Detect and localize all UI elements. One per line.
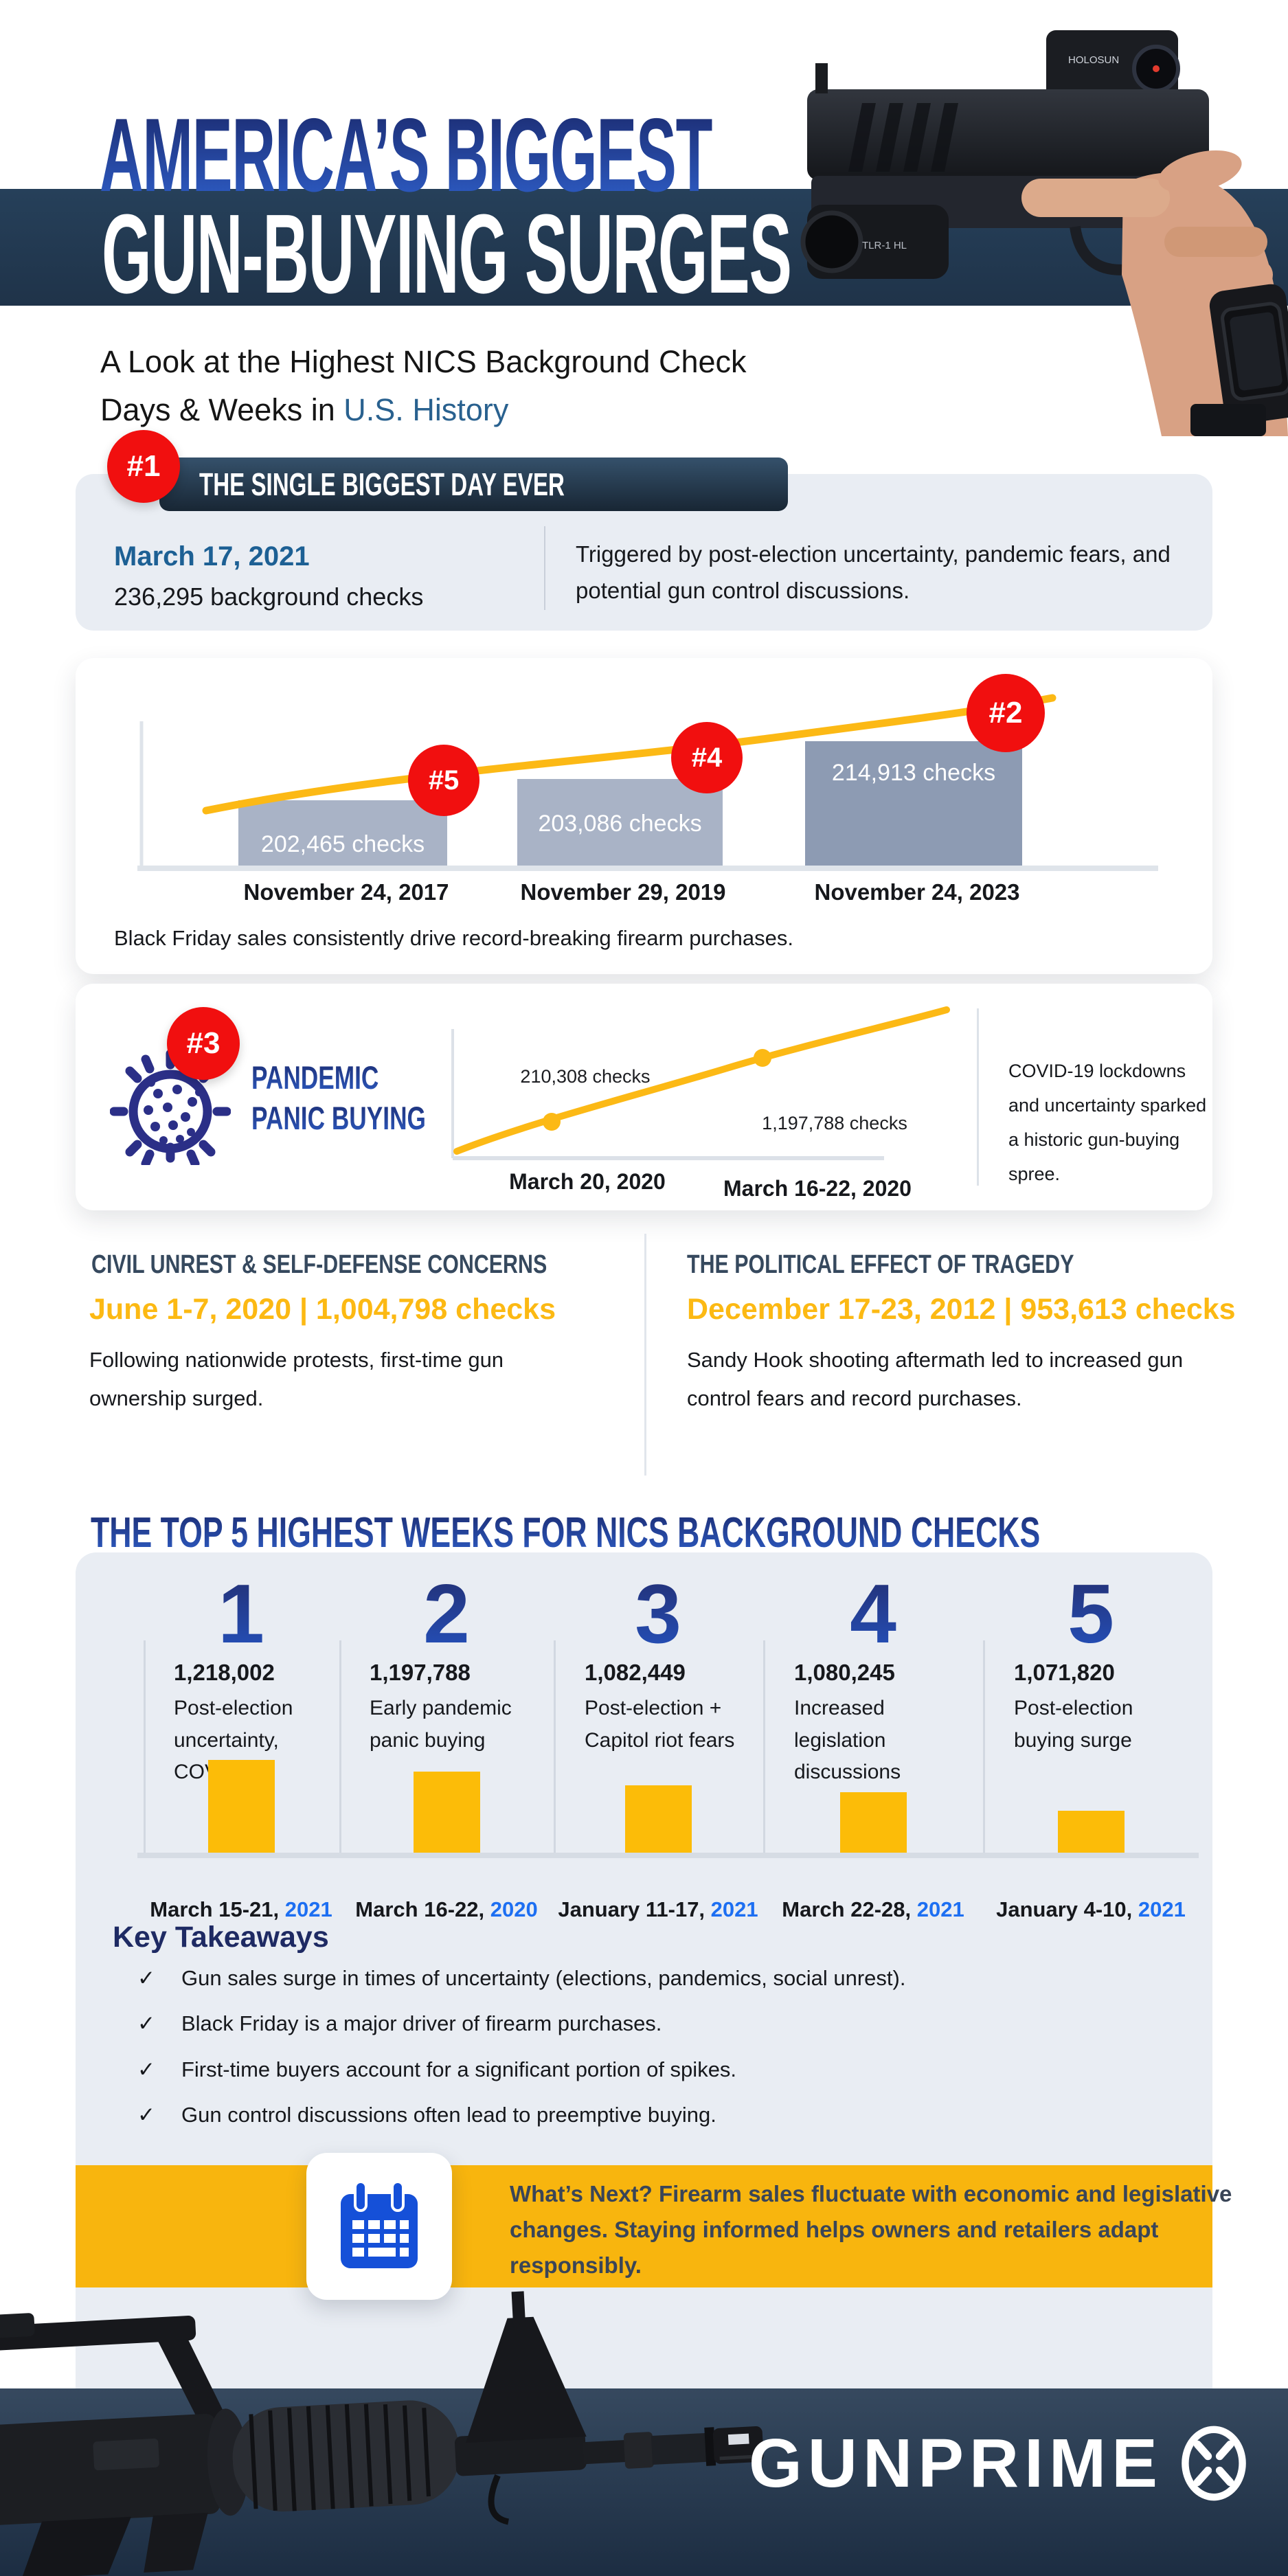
bf-bar-2023: 214,913 checks bbox=[805, 741, 1022, 868]
svg-text:TLR-1 HL: TLR-1 HL bbox=[862, 240, 907, 251]
events-divider bbox=[644, 1234, 646, 1476]
top5-bar-5 bbox=[1058, 1811, 1125, 1855]
top5-divider bbox=[144, 1640, 146, 1855]
bf-bar-2019: 203,086 checks bbox=[517, 779, 723, 868]
top5-baseline bbox=[137, 1853, 1199, 1858]
takeaway-item: ✓ Gun sales surge in times of uncertainty… bbox=[137, 1966, 906, 1990]
top5-date-3: January 11-17, 2021 bbox=[558, 1897, 758, 1921]
rank-badge-5: #5 bbox=[408, 745, 479, 816]
rank-badge-2: #2 bbox=[967, 674, 1045, 752]
pandemic-line-chart bbox=[451, 1006, 950, 1160]
brand-logo: GUNPRIME bbox=[749, 2424, 1250, 2503]
takeaway-item: ✓ Black Friday is a major driver of firea… bbox=[137, 2011, 662, 2035]
bf-date-2017: November 24, 2017 bbox=[243, 879, 449, 905]
watch-icon bbox=[1209, 284, 1288, 425]
check-icon: ✓ bbox=[137, 1966, 155, 1990]
top5-rank-3: 3 bbox=[635, 1567, 681, 1660]
page-title-line2: GUN-BUYING SURGES bbox=[102, 191, 792, 317]
pandemic-note: COVID-19 lockdowns and uncertainty spark… bbox=[1008, 1061, 1207, 1184]
top5-rank-5: 5 bbox=[1067, 1567, 1114, 1660]
section1-checks: 236,295 background checks bbox=[114, 583, 424, 611]
check-icon: ✓ bbox=[137, 2057, 155, 2081]
section1-heading: THE SINGLE BIGGEST DAY EVER bbox=[199, 466, 565, 502]
rank-badge-4: #4 bbox=[671, 722, 743, 793]
event-right-body: Sandy Hook shooting aftermath led to inc… bbox=[687, 1348, 1184, 1410]
top5-title: THE TOP 5 HIGHEST WEEKS FOR NICS BACKGRO… bbox=[91, 1509, 1041, 1557]
page-title-line1: AMERICA’S BIGGEST bbox=[100, 97, 713, 214]
pandemic-point1-label: 210,308 checks bbox=[520, 1066, 651, 1087]
section1-divider bbox=[544, 526, 545, 610]
pandemic-divider bbox=[977, 1008, 979, 1186]
top5-divider bbox=[763, 1640, 765, 1855]
top5-rank-2: 2 bbox=[423, 1567, 470, 1660]
section1-date: March 17, 2021 bbox=[114, 541, 310, 572]
top5-date-4: March 22-28, 2021 bbox=[782, 1897, 964, 1921]
pandemic-x1: March 20, 2020 bbox=[509, 1169, 666, 1194]
top5-col4-text: 1,080,245 Increased legislation discussio… bbox=[794, 1660, 901, 1783]
page-subtitle: A Look at the Highest NICS Background Ch… bbox=[100, 344, 747, 427]
event-left-body: Following nationwide protests, first-tim… bbox=[89, 1348, 504, 1410]
calendar-icon bbox=[341, 2180, 418, 2268]
calendar-card bbox=[306, 2153, 452, 2300]
top5-date-2: March 16-22, 2020 bbox=[355, 1897, 538, 1921]
top5-bar-3 bbox=[625, 1785, 692, 1855]
weapon-light-icon: TLR-1 HL bbox=[800, 205, 949, 279]
event-left-heading: CIVIL UNREST & SELF-DEFENSE CONCERNS bbox=[91, 1250, 547, 1279]
svg-text:HOLOSUN: HOLOSUN bbox=[1068, 54, 1119, 66]
top5-date-5: January 4-10, 2021 bbox=[996, 1897, 1186, 1921]
handgun-photo: HOLOSUN TLR-1 HL bbox=[800, 30, 1288, 436]
event-left-stat: June 1-7, 2020 | 1,004,798 checks bbox=[89, 1293, 556, 1326]
rifle-photo bbox=[0, 2291, 764, 2576]
section1-heading-pill: THE SINGLE BIGGEST DAY EVER bbox=[159, 457, 788, 511]
event-right-stat: December 17-23, 2012 | 953,613 checks bbox=[687, 1293, 1236, 1326]
top5-divider bbox=[339, 1640, 341, 1855]
top5-rank-4: 4 bbox=[850, 1567, 896, 1660]
bf-caption: Black Friday sales consistently drive re… bbox=[114, 926, 793, 950]
bf-date-2019: November 29, 2019 bbox=[520, 879, 726, 905]
top5-divider bbox=[983, 1640, 985, 1855]
check-icon: ✓ bbox=[137, 2011, 155, 2035]
takeaway-item: ✓ Gun control discussions often lead to p… bbox=[137, 2103, 716, 2127]
event-right-heading: THE POLITICAL EFFECT OF TRAGEDY bbox=[687, 1250, 1074, 1279]
pandemic-point2-label: 1,197,788 checks bbox=[762, 1113, 907, 1133]
top5-rank-1: 1 bbox=[218, 1567, 264, 1660]
check-icon: ✓ bbox=[137, 2103, 155, 2127]
rank-badge-1: #1 bbox=[107, 430, 180, 503]
whats-next-text: What’s Next? Firearm sales fluctuate wit… bbox=[510, 2181, 1232, 2279]
subtitle-highlight: U.S. History bbox=[343, 392, 509, 427]
top5-bar-1 bbox=[208, 1760, 275, 1855]
top5-col2-text: 1,197,788 Early pandemic panic buying bbox=[370, 1660, 512, 1752]
whats-next-banner bbox=[76, 2165, 1212, 2287]
top5-bar-2 bbox=[414, 1772, 480, 1855]
top5-divider bbox=[554, 1640, 556, 1855]
section1-description: Triggered by post-election uncertainty, … bbox=[576, 541, 1171, 604]
bf-date-2023: November 24, 2023 bbox=[814, 879, 1020, 905]
brand-name: GUNPRIME bbox=[749, 2424, 1163, 2502]
top5-col3-text: 1,082,449 Post-election + Capitol riot fe… bbox=[585, 1660, 735, 1752]
top5-bar-4 bbox=[840, 1792, 907, 1855]
brand-emblem-icon bbox=[1182, 2426, 1246, 2501]
pandemic-x2: March 16-22, 2020 bbox=[723, 1176, 912, 1201]
top5-col5-text: 1,071,820 Post-election buying surge bbox=[1014, 1660, 1133, 1752]
takeaways-heading: Key Takeaways bbox=[113, 1921, 329, 1954]
takeaway-item: ✓ First-time buyers account for a signifi… bbox=[137, 2057, 737, 2081]
top5-date-1: March 15-21, 2021 bbox=[150, 1897, 332, 1921]
bf-bar-2017: 202,465 checks bbox=[238, 800, 447, 868]
pandemic-card bbox=[76, 984, 1212, 1210]
pandemic-title: PANDEMIC PANIC BUYING bbox=[251, 1058, 484, 1139]
rank-badge-3: #3 bbox=[167, 1007, 240, 1080]
